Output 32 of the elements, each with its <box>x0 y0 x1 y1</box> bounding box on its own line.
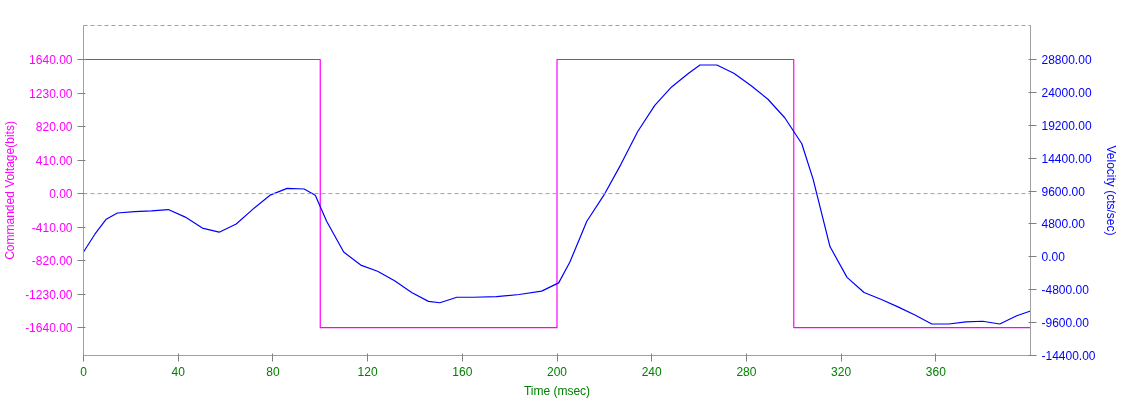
y2-tick-label: 19200.00 <box>1041 118 1092 133</box>
x-tick-label: 80 <box>266 364 280 379</box>
y-tick-label: 820.00 <box>35 120 73 135</box>
x-tick-label: 360 <box>925 364 947 379</box>
y-tick-label: 410.00 <box>35 153 73 168</box>
x-tick-label: 320 <box>831 364 852 379</box>
y2-tick-label: 24000.00 <box>1041 85 1092 100</box>
y2-tick-label: 0.00 <box>1041 250 1066 265</box>
y2-tick-label: 14400.00 <box>1041 151 1092 166</box>
y-tick-label: -410.00 <box>31 220 73 235</box>
x-tick-label: 40 <box>171 364 186 379</box>
y-axis-title: Commanded Voltage(bits) <box>3 121 18 260</box>
y2-tick-label: 4800.00 <box>1041 217 1086 232</box>
y2-axis-title: Velocity (cts/sec) <box>1103 145 1118 236</box>
x-tick-label: 280 <box>736 364 757 379</box>
y2-tick-label: -9600.00 <box>1041 316 1090 331</box>
y-tick-label: 0.00 <box>49 187 73 202</box>
x-tick-label: 120 <box>357 364 378 379</box>
y2-tick-label: 28800.00 <box>1041 53 1092 68</box>
y2-tick-label: 9600.00 <box>1041 184 1086 199</box>
y2-tick-label: -4800.00 <box>1041 283 1090 298</box>
x-tick-label: 200 <box>546 364 568 379</box>
x-tick-label: 240 <box>641 364 663 379</box>
x-tick-label: 0 <box>80 364 88 379</box>
y-tick-label: -820.00 <box>31 254 73 269</box>
y-tick-label: -1230.00 <box>25 287 73 302</box>
x-tick-label: 160 <box>452 364 473 379</box>
y-tick-label: 1640.00 <box>29 53 73 68</box>
y2-tick-label: -14400.00 <box>1041 349 1096 363</box>
x-axis-title: Time (msec) <box>523 383 591 398</box>
y-tick-label: -1640.00 <box>25 321 73 336</box>
y-tick-label: 1230.00 <box>29 86 73 101</box>
